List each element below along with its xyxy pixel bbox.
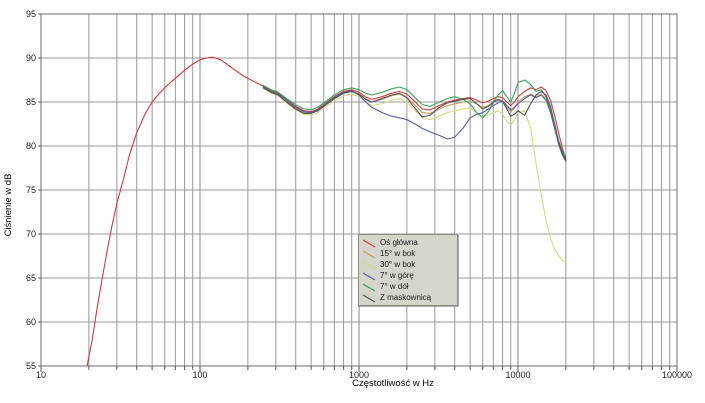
x-tick-label: 10 [36,370,46,380]
y-tick-label: 70 [26,229,36,239]
x-tick-label: 1000 [349,370,369,380]
y-tick-label: 55 [26,361,36,371]
legend-line-icon [362,260,376,270]
curve-o-g-wna [86,56,567,367]
legend-item: Z maskownicą [362,292,454,303]
legend-label: 7° w górę [380,271,414,280]
legend-item: 7° w dół [362,281,454,292]
y-tick-label: 60 [26,317,36,327]
legend-label: Z maskownicą [380,293,432,302]
legend-label: Oś główna [380,238,418,247]
x-tick-label: 10000 [505,370,530,380]
legend-line [362,293,376,303]
x-tick-label: 100000 [662,370,692,380]
legend-item: 30° w bok [362,259,454,270]
curve-z-maskownic- [262,87,567,161]
tick-labels: 55 60 65 70 75 80 85 90 95 10 100 1000 10000 100000 [26,9,692,380]
legend-line [362,260,376,270]
curve-7-w-d- [262,79,567,158]
legend: Oś główna 15° w bok 30° w bok 7° w górę 7° w… [358,234,458,306]
y-tick-label: 65 [26,273,36,283]
legend-line [362,249,376,259]
x-axis-title: Częstotliwość w Hz [352,378,434,389]
curve-30-w-bok [262,88,567,263]
legend-line [362,271,376,281]
x-tick-label: 100 [192,370,207,380]
y-tick-label: 85 [26,97,36,107]
y-tick-label: 90 [26,53,36,63]
legend-line-icon [362,271,376,281]
legend-line-icon [362,249,376,259]
legend-item: 15° w bok [362,248,454,259]
legend-line [362,282,376,292]
y-axis-title: Ciśnienie w dB [3,174,14,237]
legend-label: 15° w bok [380,249,416,258]
curve-7-w-g-r- [262,86,567,162]
legend-line-icon [362,238,376,248]
y-tick-label: 80 [26,141,36,151]
y-tick-label: 95 [26,9,36,19]
data-curves [86,56,567,367]
legend-line-icon [362,282,376,292]
grid-lines [40,13,678,367]
legend-line [362,238,376,248]
legend-line-icon [362,293,376,303]
legend-item: 7° w górę [362,270,454,281]
legend-label: 30° w bok [380,260,416,269]
curve-15-w-bok [262,87,567,163]
y-tick-label: 75 [26,185,36,195]
legend-item: Oś główna [362,237,454,248]
legend-label: 7° w dół [380,282,409,291]
axis-ticks [38,13,678,372]
